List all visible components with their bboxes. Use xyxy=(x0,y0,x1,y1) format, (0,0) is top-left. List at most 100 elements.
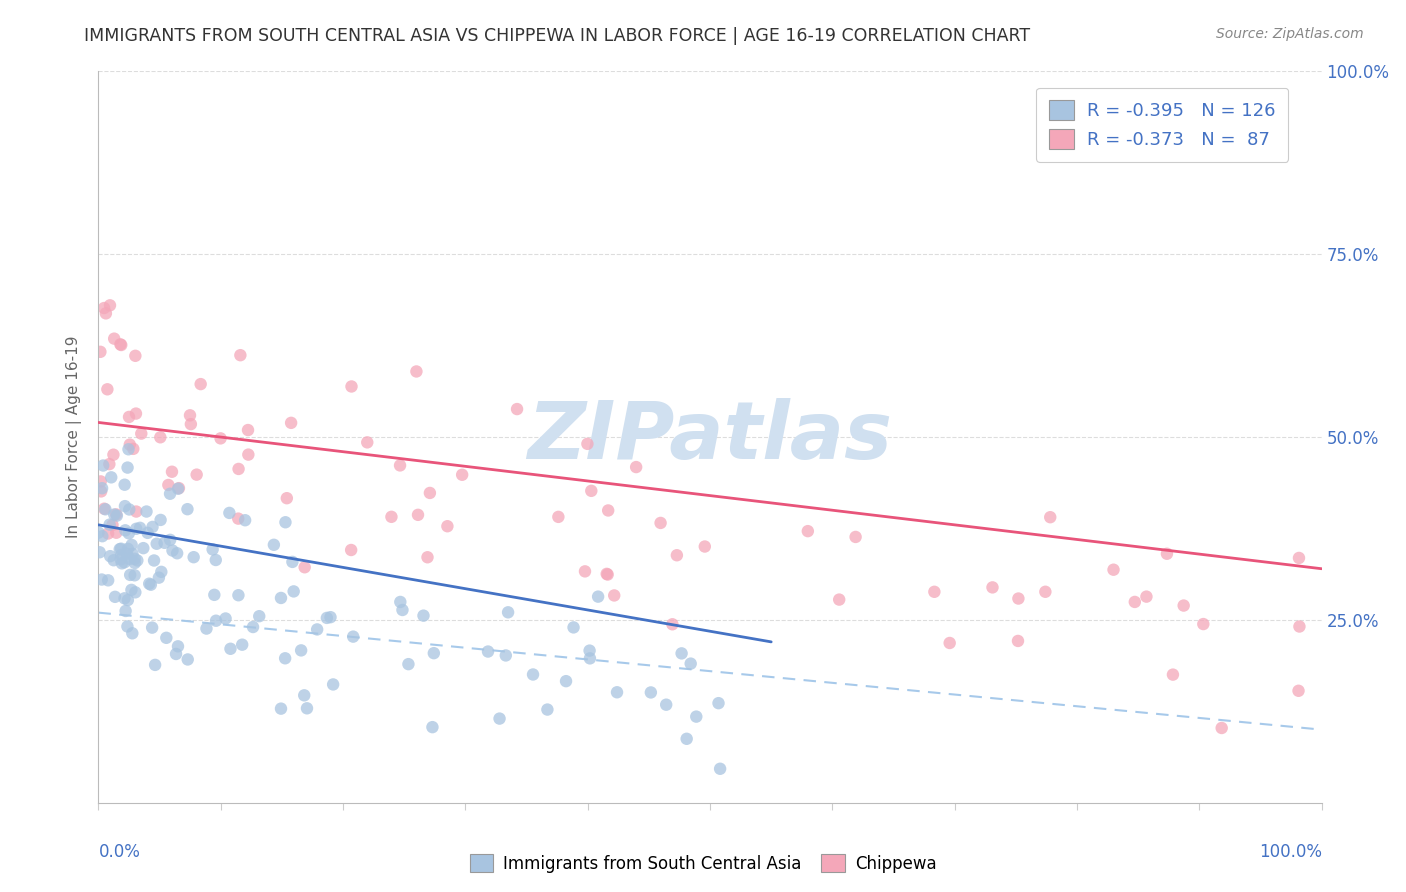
Point xyxy=(665,548,688,562)
Point xyxy=(340,543,363,558)
Point xyxy=(97,574,120,588)
Point xyxy=(89,545,111,559)
Point xyxy=(1156,547,1178,561)
Point xyxy=(124,585,146,599)
Point xyxy=(202,588,225,602)
Point xyxy=(436,519,458,533)
Point xyxy=(103,553,125,567)
Point xyxy=(121,547,143,561)
Point xyxy=(226,511,249,525)
Point xyxy=(1102,563,1125,577)
Point xyxy=(105,508,128,523)
Point xyxy=(650,516,672,530)
Point xyxy=(581,483,603,498)
Point xyxy=(574,565,596,579)
Point xyxy=(177,652,200,666)
Point xyxy=(205,614,228,628)
Point xyxy=(167,481,190,495)
Point xyxy=(263,538,285,552)
Point xyxy=(117,442,139,457)
Point xyxy=(195,622,218,636)
Point xyxy=(219,641,242,656)
Point xyxy=(179,409,201,423)
Point xyxy=(598,503,620,517)
Point xyxy=(125,522,148,536)
Point xyxy=(547,509,569,524)
Point xyxy=(98,517,121,532)
Point xyxy=(89,344,111,359)
Point xyxy=(125,504,148,518)
Point xyxy=(117,619,139,633)
Point xyxy=(218,506,240,520)
Point xyxy=(101,517,124,532)
Point xyxy=(180,417,202,431)
Point xyxy=(1007,634,1029,648)
Point xyxy=(389,595,412,609)
Point xyxy=(655,698,678,712)
Point xyxy=(121,538,143,552)
Point xyxy=(90,475,112,489)
Point xyxy=(129,521,152,535)
Point xyxy=(423,646,446,660)
Point xyxy=(274,515,297,529)
Point xyxy=(396,657,419,672)
Point xyxy=(167,482,190,496)
Point xyxy=(1288,619,1310,633)
Point xyxy=(1211,721,1233,735)
Point xyxy=(149,513,172,527)
Point xyxy=(129,426,152,441)
Point xyxy=(322,677,344,691)
Point xyxy=(97,526,120,541)
Point xyxy=(90,573,112,587)
Point xyxy=(148,571,170,585)
Point xyxy=(186,467,208,482)
Point xyxy=(389,458,412,473)
Point xyxy=(160,465,183,479)
Point xyxy=(709,762,731,776)
Point xyxy=(495,648,517,663)
Point xyxy=(141,621,163,635)
Point xyxy=(114,604,136,618)
Point xyxy=(204,553,226,567)
Point xyxy=(1192,617,1215,632)
Point xyxy=(1288,683,1310,698)
Point xyxy=(120,568,142,582)
Point xyxy=(117,460,139,475)
Point xyxy=(693,540,716,554)
Text: ZIPatlas: ZIPatlas xyxy=(527,398,893,476)
Point xyxy=(228,588,250,602)
Point xyxy=(214,611,236,625)
Point xyxy=(110,541,132,556)
Point xyxy=(506,402,529,417)
Point xyxy=(924,584,946,599)
Point xyxy=(274,651,297,665)
Point xyxy=(135,504,157,518)
Point xyxy=(340,379,363,393)
Point xyxy=(141,520,163,534)
Point xyxy=(127,553,149,567)
Point xyxy=(111,557,134,571)
Point xyxy=(270,701,292,715)
Point xyxy=(176,502,198,516)
Point xyxy=(114,524,136,538)
Point xyxy=(103,508,125,522)
Point xyxy=(125,407,148,421)
Point xyxy=(1161,667,1184,681)
Point xyxy=(122,442,145,456)
Point xyxy=(155,631,177,645)
Point xyxy=(391,603,413,617)
Point xyxy=(671,646,693,660)
Point xyxy=(157,478,180,492)
Point xyxy=(488,712,510,726)
Point xyxy=(294,560,316,574)
Point xyxy=(90,484,112,499)
Point xyxy=(98,457,121,471)
Point xyxy=(247,609,270,624)
Point xyxy=(121,626,143,640)
Point xyxy=(118,502,141,516)
Point xyxy=(132,541,155,556)
Point xyxy=(292,689,315,703)
Point xyxy=(603,589,626,603)
Point xyxy=(114,477,136,491)
Point xyxy=(167,640,190,654)
